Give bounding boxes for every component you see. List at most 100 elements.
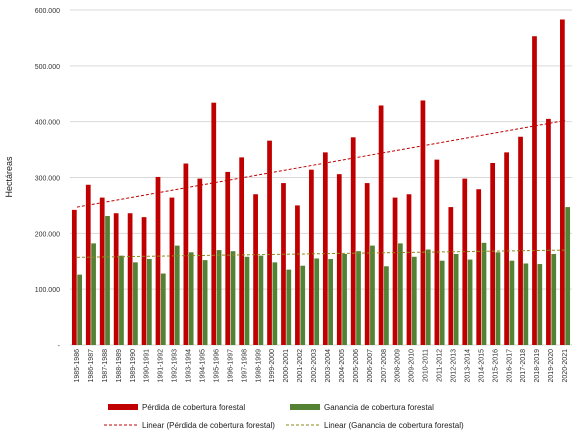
bar-perdida (183, 163, 189, 345)
bar-perdida (169, 197, 175, 345)
bar-ganancia (133, 262, 138, 345)
x-tick-label: 1991-1992 (158, 349, 165, 383)
x-tick-label: 1993-1994 (186, 349, 193, 383)
bars (71, 19, 571, 345)
bar-ganancia (160, 273, 166, 345)
bar-ganancia (230, 251, 236, 345)
x-tick-label: 1999-2000 (269, 349, 276, 383)
bar-perdida (281, 183, 286, 345)
x-tick-label: 2009-2010 (409, 349, 416, 383)
bar-perdida (546, 118, 551, 345)
bar-perdida (197, 178, 203, 345)
bar-ganancia (314, 258, 320, 345)
bar-ganancia (537, 264, 543, 345)
x-tick-label: 1997-1998 (241, 349, 248, 383)
bar-perdida (85, 184, 91, 345)
x-tick-label: 2018-2019 (534, 349, 541, 383)
bar-ganancia (77, 274, 82, 345)
x-tick-label: 1994-1995 (199, 349, 206, 383)
legend: Pérdida de cobertura forestal Ganancia d… (104, 403, 464, 430)
x-tick-label: 2017-2018 (520, 349, 527, 383)
x-tick-label: 1996-1997 (227, 349, 234, 383)
x-tick-label: 1987-1988 (102, 349, 109, 383)
bar-ganancia (146, 259, 152, 345)
legend-swatch-perdida (108, 404, 138, 410)
bar-ganancia (551, 253, 557, 345)
x-tick-label: 2006-2007 (367, 349, 374, 383)
bar-perdida (378, 105, 384, 345)
bar-perdida (462, 178, 468, 345)
legend-swatch-ganancia (290, 404, 320, 410)
bar-ganancia (481, 242, 487, 345)
bar-perdida (322, 152, 328, 345)
x-tick-label: 2015-2016 (492, 349, 499, 383)
y-tick-label: 100.000 (35, 287, 60, 294)
bar-perdida (239, 157, 245, 345)
bar-perdida (267, 140, 272, 345)
bar-perdida (532, 36, 537, 345)
bar-ganancia (411, 256, 417, 345)
x-tick-label: 1998-1999 (255, 349, 262, 383)
bar-perdida (476, 189, 482, 345)
x-tick-label: 2010-2011 (423, 349, 430, 382)
y-tick-label: - (58, 343, 61, 350)
bar-ganancia (216, 250, 222, 345)
bar-ganancia (272, 262, 278, 345)
trendline-ganancia (76, 249, 566, 258)
y-axis-ticks: - 100.000 200.000 300.000 400.000 500.000 600.… (35, 8, 61, 350)
x-tick-label: 2012-2013 (450, 349, 457, 383)
bar-ganancia (286, 269, 292, 345)
bar-perdida (309, 169, 314, 345)
bar-perdida (127, 213, 133, 345)
bar-perdida (99, 197, 105, 345)
bar-ganancia (523, 263, 529, 345)
x-tick-label: 2014-2015 (478, 349, 485, 383)
bar-perdida (518, 136, 523, 345)
bar-perdida (225, 171, 231, 345)
trendlines (76, 120, 566, 258)
bar-perdida (155, 176, 161, 345)
bar-perdida (448, 207, 454, 345)
bar-ganancia (509, 260, 515, 345)
legend-label-ganancia: Ganancia de cobertura forestal (324, 403, 434, 412)
bar-ganancia (425, 249, 431, 345)
legend-label-perdida: Pérdida de cobertura forestal (142, 403, 245, 412)
x-tick-label: 2016-2017 (506, 349, 513, 383)
bar-ganancia (300, 265, 306, 345)
bar-ganancia (495, 252, 501, 345)
bar-ganancia (258, 255, 264, 345)
bar-perdida (560, 19, 565, 345)
trendline-perdida (76, 120, 566, 208)
x-tick-label: 2008-2009 (395, 349, 402, 383)
bar-ganancia (202, 260, 208, 345)
bar-perdida (504, 152, 509, 345)
x-tick-label: 1985-1986 (74, 349, 81, 383)
bar-ganancia (188, 252, 194, 345)
legend-label-trend-perdida: Linear (Pérdida de cobertura forestal) (142, 421, 275, 430)
x-tick-label: 1995-1996 (213, 349, 220, 383)
bar-perdida (350, 137, 356, 345)
bar-ganancia (384, 266, 389, 345)
x-tick-label: 2013-2014 (464, 349, 471, 383)
x-tick-label: 1986-1987 (88, 349, 95, 383)
x-tick-label: 2007-2008 (381, 349, 388, 383)
y-axis-label: Hectáreas (4, 156, 14, 198)
x-tick-label: 2000-2001 (283, 349, 290, 383)
bar-ganancia (105, 216, 110, 345)
x-tick-label: 2019-2020 (548, 349, 555, 383)
bar-ganancia (565, 207, 571, 345)
y-tick-label: 500.000 (35, 64, 60, 71)
bar-ganancia (453, 253, 459, 345)
bar-perdida (71, 209, 77, 345)
x-tick-label: 2002-2003 (311, 349, 318, 383)
bar-perdida (420, 100, 426, 345)
x-tick-label: 2003-2004 (325, 349, 332, 383)
bar-ganancia (397, 243, 403, 345)
bar-ganancia (244, 256, 250, 345)
bar-perdida (406, 194, 412, 345)
x-tick-label: 1992-1993 (172, 349, 179, 383)
x-tick-label: 2020-2021 (562, 349, 569, 383)
bar-perdida (490, 162, 496, 345)
bar-ganancia (467, 259, 473, 345)
